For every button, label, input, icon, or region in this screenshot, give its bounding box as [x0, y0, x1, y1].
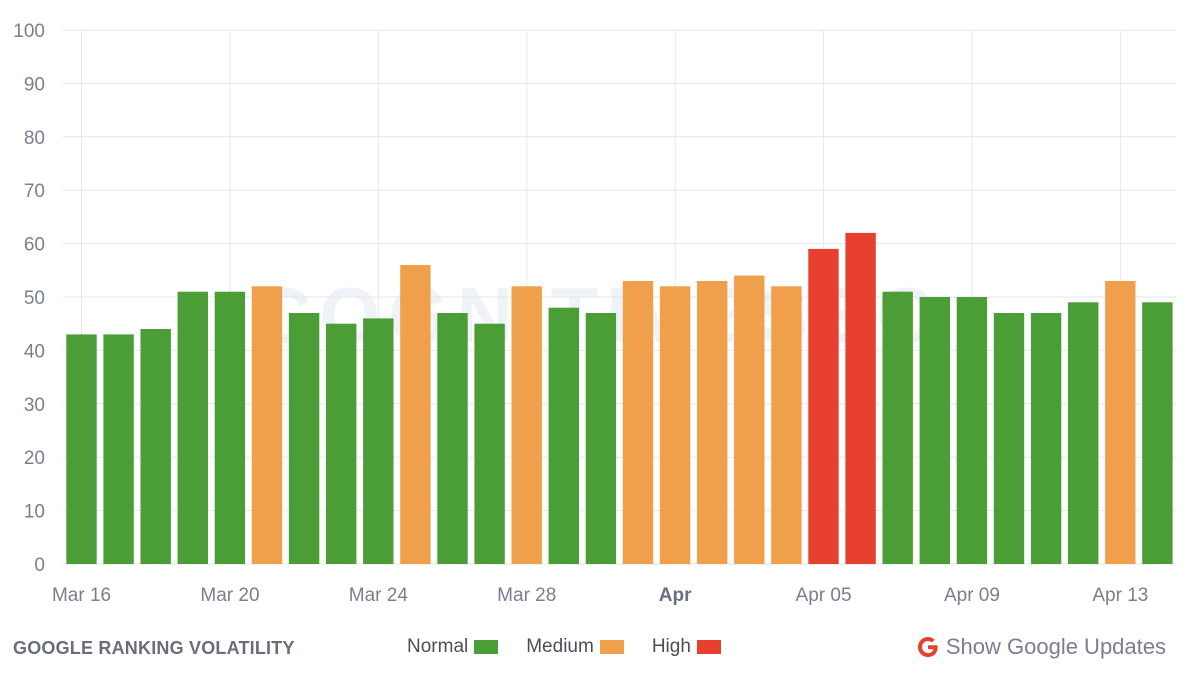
bar-apr-04[interactable]: Apr 04: 52 — [771, 286, 802, 564]
x-tick-label: Apr — [659, 585, 692, 606]
bar-mar-31[interactable]: Mar 31: 53 — [622, 281, 654, 564]
bar-mar-18[interactable]: Mar 18: 44 — [140, 329, 171, 564]
x-tick-label: Mar 28 — [497, 585, 556, 606]
google-g-icon — [917, 637, 938, 657]
bar-mar-25[interactable]: Mar 25: 56 — [400, 265, 431, 564]
bar-mar-30[interactable]: Mar 30: 47 — [585, 313, 617, 564]
bar-apr-05[interactable]: Apr 05: 59 — [808, 248, 839, 564]
bar-apr-01[interactable]: Apr 01: 52 — [659, 286, 691, 564]
bar-apr-03[interactable]: Apr 03: 54 — [734, 275, 765, 564]
show-google-updates-label: Show Google Updates — [945, 634, 1166, 659]
bar-mar-28[interactable]: Mar 28: 52 — [511, 286, 542, 564]
bar-apr-02[interactable]: Apr 02: 53 — [697, 281, 728, 564]
x-tick-label: Mar 16 — [52, 585, 111, 606]
legend-swatch-normal — [474, 640, 499, 654]
bar-apr-08[interactable]: Apr 08: 50 — [919, 297, 950, 564]
x-tick-label: Apr 09 — [944, 585, 1000, 606]
bar-mar-24[interactable]: Mar 24: 46 — [363, 318, 394, 564]
y-tick-label: 40 — [24, 341, 45, 362]
bar-mar-20[interactable]: Mar 20: 51 — [214, 291, 246, 564]
bar-mar-16[interactable]: Mar 16: 43 — [66, 334, 97, 564]
bar-apr-14[interactable]: Apr 14: 49 — [1142, 302, 1173, 564]
bar-mar-29[interactable]: Mar 29: 48 — [548, 307, 579, 564]
y-tick-label: 90 — [24, 74, 45, 95]
x-tick-label: Apr 13 — [1092, 585, 1148, 606]
bar-mar-26[interactable]: Mar 26: 47 — [437, 313, 468, 564]
y-tick-label: 30 — [24, 395, 45, 416]
bar-apr-09[interactable]: Apr 09: 50 — [956, 297, 988, 564]
bars: Mar 16: 43Mar 17: 43Mar 18: 44Mar 19: 51… — [66, 232, 1173, 564]
chart-footer: GOOGLE RANKING VOLATILITY Normal Medium … — [0, 622, 1200, 678]
y-axis-ticks: 0 10 20 30 40 50 60 70 80 90 100 — [13, 21, 45, 576]
x-tick-label: Mar 24 — [349, 585, 409, 606]
legend-item-medium[interactable]: Medium — [526, 636, 624, 658]
legend-label-high: High — [651, 636, 691, 657]
y-tick-label: 20 — [24, 448, 45, 469]
legend: Normal Medium High — [407, 636, 749, 658]
y-tick-label: 70 — [24, 181, 45, 202]
bar-apr-07[interactable]: Apr 07: 51 — [882, 291, 913, 564]
legend-swatch-medium — [599, 640, 624, 654]
bar-mar-23[interactable]: Mar 23: 45 — [326, 323, 357, 564]
bar-mar-19[interactable]: Mar 19: 51 — [177, 291, 208, 564]
y-tick-label: 60 — [24, 235, 45, 256]
y-tick-label: 100 — [13, 21, 45, 42]
bar-mar-17[interactable]: Mar 17: 43 — [103, 334, 134, 564]
x-axis-ticks: Mar 16 Mar 20 Mar 24 Mar 28 Apr Apr 05 Apr 09 A… — [52, 585, 1148, 606]
bar-mar-27[interactable]: Mar 27: 45 — [474, 323, 505, 564]
legend-label-normal: Normal — [407, 636, 469, 657]
y-tick-label: 80 — [24, 128, 45, 149]
bar-apr-10[interactable]: Apr 10: 47 — [993, 313, 1025, 564]
legend-item-normal[interactable]: Normal — [407, 636, 499, 658]
x-tick-label: Mar 20 — [200, 585, 259, 606]
y-tick-label: 50 — [24, 288, 45, 309]
x-tick-label: Apr 05 — [796, 585, 852, 606]
legend-label-medium: Medium — [526, 636, 594, 657]
bar-apr-06[interactable]: Apr 06: 62 — [845, 232, 876, 564]
legend-item-high[interactable]: High — [652, 636, 721, 658]
bar-mar-22[interactable]: Mar 22: 47 — [288, 313, 320, 564]
bar-mar-21[interactable]: Mar 21: 52 — [251, 286, 283, 564]
bar-apr-11[interactable]: Apr 11: 47 — [1030, 313, 1062, 564]
bar-apr-12[interactable]: Apr 12: 49 — [1068, 302, 1099, 564]
chart-title: GOOGLE RANKING VOLATILITY — [13, 638, 295, 658]
y-tick-label: 10 — [24, 502, 45, 523]
show-google-updates-button[interactable]: Show Google Updates — [916, 634, 1166, 660]
y-tick-label: 0 — [34, 555, 45, 576]
bar-apr-13[interactable]: Apr 13: 53 — [1105, 281, 1136, 564]
legend-swatch-high — [696, 640, 721, 654]
